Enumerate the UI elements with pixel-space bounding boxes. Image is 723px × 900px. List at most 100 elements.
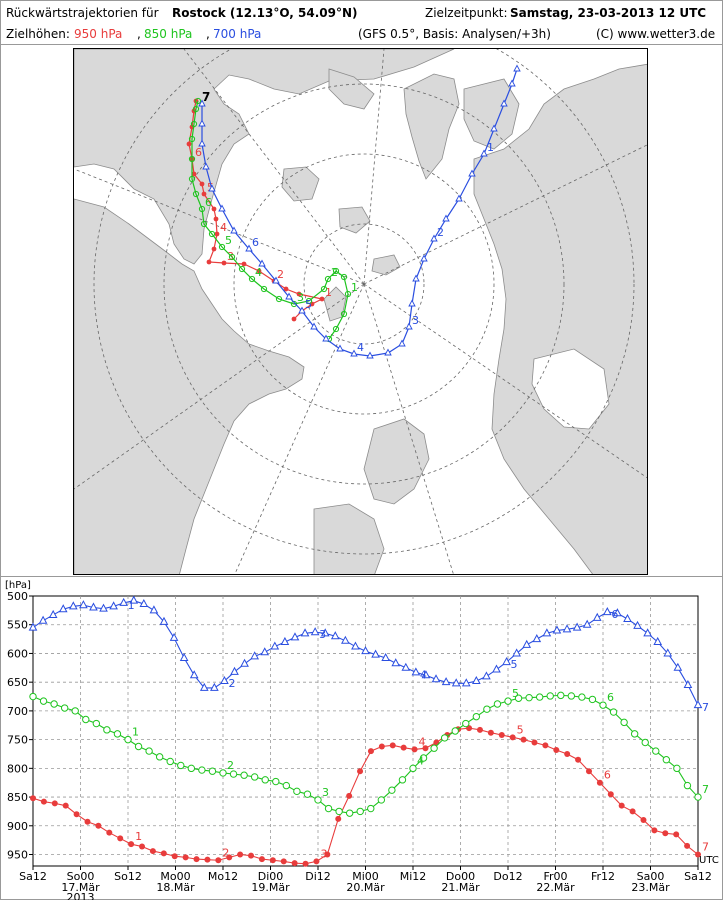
trajectory-day-label: 2 <box>277 268 284 281</box>
data-point <box>596 779 603 786</box>
data-point <box>282 781 291 790</box>
data-point <box>119 597 129 606</box>
data-point <box>652 747 660 755</box>
trajectory-point <box>241 261 247 267</box>
y-tick-label: 800 <box>7 762 28 775</box>
x-tick-label: Do12 <box>493 870 522 883</box>
data-point <box>552 625 562 634</box>
data-point <box>48 609 58 618</box>
data-point <box>189 670 199 679</box>
data-point <box>431 674 441 683</box>
data-point <box>210 682 219 691</box>
trajectory-point <box>192 190 200 198</box>
data-point <box>662 830 669 837</box>
data-point <box>155 753 164 761</box>
trajectory-point <box>258 259 266 267</box>
data-point <box>28 622 38 631</box>
trajectory-point <box>200 220 208 228</box>
trajectory-day-label: 2 <box>331 266 338 279</box>
land-scandinavia <box>74 49 455 265</box>
date-label: 17.Mär <box>61 881 100 894</box>
grid-lines <box>33 596 698 866</box>
land-canada <box>473 63 647 574</box>
data-point <box>109 601 118 610</box>
data-point <box>68 601 78 610</box>
data-point <box>313 858 320 865</box>
legend-sep-1: , <box>137 27 141 41</box>
trajectory-point <box>430 234 438 242</box>
data-point <box>641 738 649 747</box>
data-point <box>461 678 471 687</box>
land-canada-islands <box>463 78 520 150</box>
data-point <box>673 764 681 773</box>
data-point <box>602 607 612 616</box>
data-point <box>401 662 411 671</box>
data-point <box>71 707 79 715</box>
legend-850: 850 hPa <box>144 27 193 41</box>
trajectory-point <box>188 135 196 143</box>
data-point <box>643 628 652 637</box>
data-point <box>557 691 565 700</box>
data-point <box>345 809 354 817</box>
data-point <box>117 835 124 842</box>
trajectory-day-label: 3 <box>227 250 234 263</box>
y-tick-label: 600 <box>7 647 28 660</box>
trajectory-point <box>192 105 200 113</box>
data-point <box>166 757 174 766</box>
land-svalbard <box>281 166 320 202</box>
map-trajectories: 123456123456123456 <box>186 64 521 359</box>
x-tick-label: Di12 <box>305 870 331 883</box>
data-point <box>40 798 47 805</box>
trajectory-point <box>344 290 352 298</box>
trajectory-day-label: 6 <box>205 196 212 209</box>
data-point <box>270 641 280 650</box>
data-point <box>378 743 385 750</box>
data-point <box>290 632 300 641</box>
trajectory-point <box>238 265 246 273</box>
trajectory-point <box>412 274 420 282</box>
x-tick-label: So12 <box>114 870 142 883</box>
land-uk <box>323 286 347 322</box>
data-point <box>160 850 167 857</box>
data-point <box>476 726 483 733</box>
data-point <box>145 747 153 755</box>
x-tick-label: Mi12 <box>400 870 427 883</box>
data-point <box>564 750 571 757</box>
trajectory-point <box>198 139 206 147</box>
data-point <box>471 675 481 685</box>
data-point <box>92 719 101 728</box>
data-point <box>673 662 683 671</box>
data-point <box>567 692 576 700</box>
day-marker-label: 3 <box>322 786 329 799</box>
data-point <box>391 658 401 667</box>
trajectory-point <box>420 254 428 262</box>
data-point <box>82 715 90 724</box>
data-point <box>351 641 360 650</box>
data-point <box>441 677 451 686</box>
trajectory-day-label: 4 <box>255 266 262 279</box>
data-point <box>419 754 428 762</box>
station-name: Rostock (12.13°O, 54.09°N) <box>172 6 358 20</box>
data-point <box>169 632 179 641</box>
data-point <box>673 831 680 838</box>
date-label: 18.Mär <box>156 881 195 894</box>
model-info: (GFS 0.5°, Basis: Analysen/+3h) <box>358 27 551 41</box>
trajectory-day-label: 4 <box>220 221 227 234</box>
x-tick-label: So00 <box>67 870 95 883</box>
data-point <box>261 776 269 784</box>
data-point <box>371 649 380 658</box>
day-marker-label: 7 <box>702 783 709 796</box>
data-point <box>509 734 516 741</box>
data-point <box>95 822 102 829</box>
data-point <box>29 692 37 701</box>
trajectory-point <box>245 244 253 252</box>
y-tick-label: 900 <box>7 820 28 833</box>
data-point <box>335 807 343 816</box>
trajectory-point <box>188 155 196 163</box>
data-point <box>99 603 108 612</box>
data-point <box>346 792 353 799</box>
trajectory-point <box>202 162 210 170</box>
x-tick-label: Di00 <box>258 870 284 883</box>
trajectory-day-label: 1 <box>351 281 358 294</box>
data-point <box>149 848 156 855</box>
